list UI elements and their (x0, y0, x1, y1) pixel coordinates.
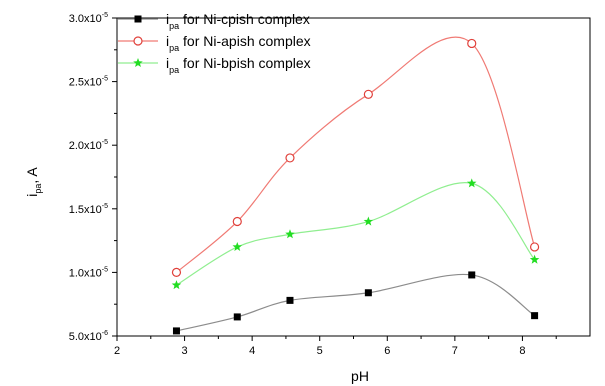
data-point-bpish (466, 178, 477, 188)
data-point-bpish (232, 241, 243, 252)
data-point-apish (529, 242, 540, 252)
legend-label-apish: ipa for Ni-apish complex (166, 33, 311, 53)
y-tick-label: 2.5x10-5 (69, 76, 108, 89)
data-point-cpish (531, 312, 539, 320)
legend-marker-cpish (134, 15, 142, 23)
data-point-cpish (364, 289, 372, 297)
y-tick-label: 2.0x10-5 (69, 139, 108, 152)
series-markers (171, 38, 540, 335)
legend-marker-bpish (133, 58, 143, 68)
y-tick-label: 3.0x10-5 (69, 12, 108, 25)
y-axis-ticks: 5.0x10-6 1.0x10-5 1.5x10-5 2.0x10-5 2.5x10-5… (69, 12, 117, 343)
data-point-apish (285, 153, 295, 163)
x-tick-label: 7 (452, 345, 458, 357)
x-tick-label: 3 (182, 345, 188, 357)
data-point-apish (232, 216, 242, 227)
series-lines (176, 36, 536, 332)
series-line-apish (176, 36, 536, 273)
y-axis-title-main: i (24, 194, 40, 197)
x-tick-label: 8 (519, 345, 525, 357)
data-point-apish (171, 267, 182, 277)
x-tick-label: 2 (114, 345, 120, 357)
y-axis-title-sub: pa (33, 184, 43, 194)
legend-label-bpish: ipa for Ni-bpish complex (166, 55, 311, 75)
data-point-bpish (285, 229, 295, 239)
y-axis-title: ipa, A (24, 167, 43, 197)
data-point-bpish (363, 216, 374, 226)
y-tick-label: 1.5x10-5 (69, 203, 108, 216)
y-tick-label: 5.0x10-6 (69, 330, 108, 343)
data-point-bpish (171, 280, 182, 290)
data-point-cpish (233, 313, 241, 321)
data-point-apish (363, 89, 373, 99)
series-line-bpish (176, 182, 536, 286)
x-tick-label: 5 (317, 345, 323, 357)
x-tick-label: 6 (384, 345, 390, 357)
x-axis-ticks: 2 3 4 5 6 7 8 (114, 336, 557, 357)
data-point-cpish (286, 296, 294, 304)
data-point-cpish (172, 327, 180, 335)
y-axis-title-unit: , A (24, 167, 40, 184)
x-axis-title: pH (351, 368, 369, 384)
series-line-cpish (176, 273, 535, 332)
data-point-bpish (529, 254, 540, 264)
legend-marker-apish (133, 36, 143, 46)
legend-label-cpish: ipa for Ni-cpish complex (166, 11, 310, 31)
y-tick-label: 1.0x10-5 (69, 266, 108, 279)
data-point-cpish (468, 271, 476, 279)
data-point-apish (467, 38, 477, 49)
x-tick-label: 4 (249, 345, 255, 357)
